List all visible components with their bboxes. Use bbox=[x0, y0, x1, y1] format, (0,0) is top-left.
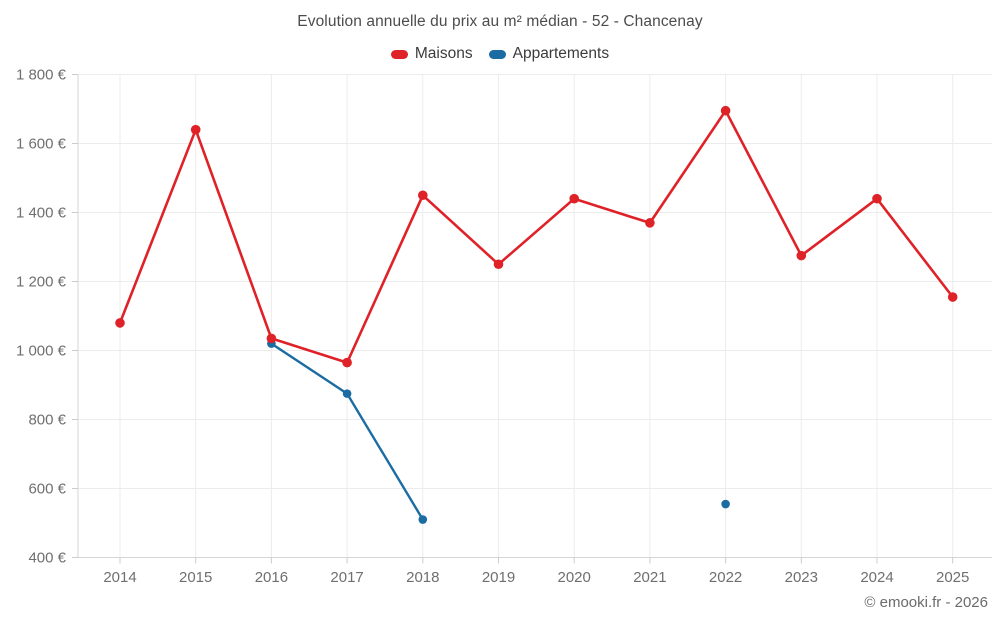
point-appartements-2017[interactable] bbox=[342, 389, 352, 398]
point-maisons-2015[interactable] bbox=[190, 124, 201, 135]
footer-credit: © emooki.fr - 2026 bbox=[864, 594, 988, 611]
point-appartements-2018[interactable] bbox=[418, 515, 428, 524]
x-tick-label: 2024 bbox=[860, 569, 893, 586]
point-appartements-2022[interactable] bbox=[721, 499, 730, 509]
legend-item-appartements[interactable]: Appartements bbox=[488, 45, 610, 63]
point-maisons-2024[interactable] bbox=[872, 193, 882, 204]
point-maisons-2020[interactable] bbox=[569, 193, 579, 204]
line-maisons bbox=[118, 109, 954, 364]
point-maisons-2018[interactable] bbox=[418, 190, 428, 201]
legend-swatch-maisons bbox=[390, 49, 408, 59]
gridlines bbox=[78, 74, 992, 558]
legend-label-maisons: Maisons bbox=[414, 45, 473, 62]
x-tick-label: 2023 bbox=[785, 569, 818, 586]
y-tick-label: 600 € bbox=[28, 481, 66, 498]
x-tick-label: 2022 bbox=[709, 569, 742, 586]
axes bbox=[77, 74, 992, 558]
y-axis-labels: 400 € 600 € 800 € 1 000 € 1 200 € 1 400 € 1 60… bbox=[16, 67, 78, 567]
x-tick-label: 2020 bbox=[558, 569, 591, 586]
point-maisons-2016[interactable] bbox=[266, 333, 277, 344]
series-maisons bbox=[115, 105, 958, 368]
y-tick-label: 1 000 € bbox=[16, 343, 67, 360]
legend-label-appartements: Appartements bbox=[512, 45, 610, 62]
y-tick-label: 1 200 € bbox=[16, 274, 67, 291]
legend-swatch-appartements bbox=[488, 49, 506, 59]
y-tick-label: 1 600 € bbox=[16, 136, 67, 153]
x-tick-label: 2018 bbox=[406, 569, 439, 586]
point-maisons-2019[interactable] bbox=[493, 259, 504, 270]
x-tick-label: 2021 bbox=[633, 569, 666, 586]
chart-title: Evolution annuelle du prix au m² médian … bbox=[297, 13, 703, 30]
legend: Maisons Appartements bbox=[0, 45, 1000, 63]
x-tick-label: 2014 bbox=[103, 569, 136, 586]
y-tick-label: 1 800 € bbox=[16, 67, 67, 84]
x-tick-label: 2017 bbox=[330, 569, 363, 586]
x-tick-label: 2025 bbox=[936, 569, 969, 586]
y-tick-label: 400 € bbox=[28, 550, 66, 567]
y-tick-label: 1 400 € bbox=[16, 205, 67, 222]
legend-item-maisons[interactable]: Maisons bbox=[390, 45, 473, 63]
point-maisons-2017[interactable] bbox=[342, 357, 352, 368]
x-tick-label: 2015 bbox=[179, 569, 212, 586]
point-maisons-2023[interactable] bbox=[796, 250, 807, 261]
point-maisons-2022[interactable] bbox=[720, 105, 731, 116]
point-maisons-2014[interactable] bbox=[115, 318, 125, 328]
x-axis-labels: 2014 2015 2016 2017 2018 2019 2020 2021 2022 2023… bbox=[103, 557, 969, 586]
point-maisons-2025[interactable] bbox=[947, 292, 958, 302]
point-maisons-2021[interactable] bbox=[645, 218, 655, 228]
y-tick-label: 800 € bbox=[28, 412, 66, 429]
x-tick-label: 2019 bbox=[482, 569, 515, 586]
x-tick-label: 2016 bbox=[255, 569, 288, 586]
